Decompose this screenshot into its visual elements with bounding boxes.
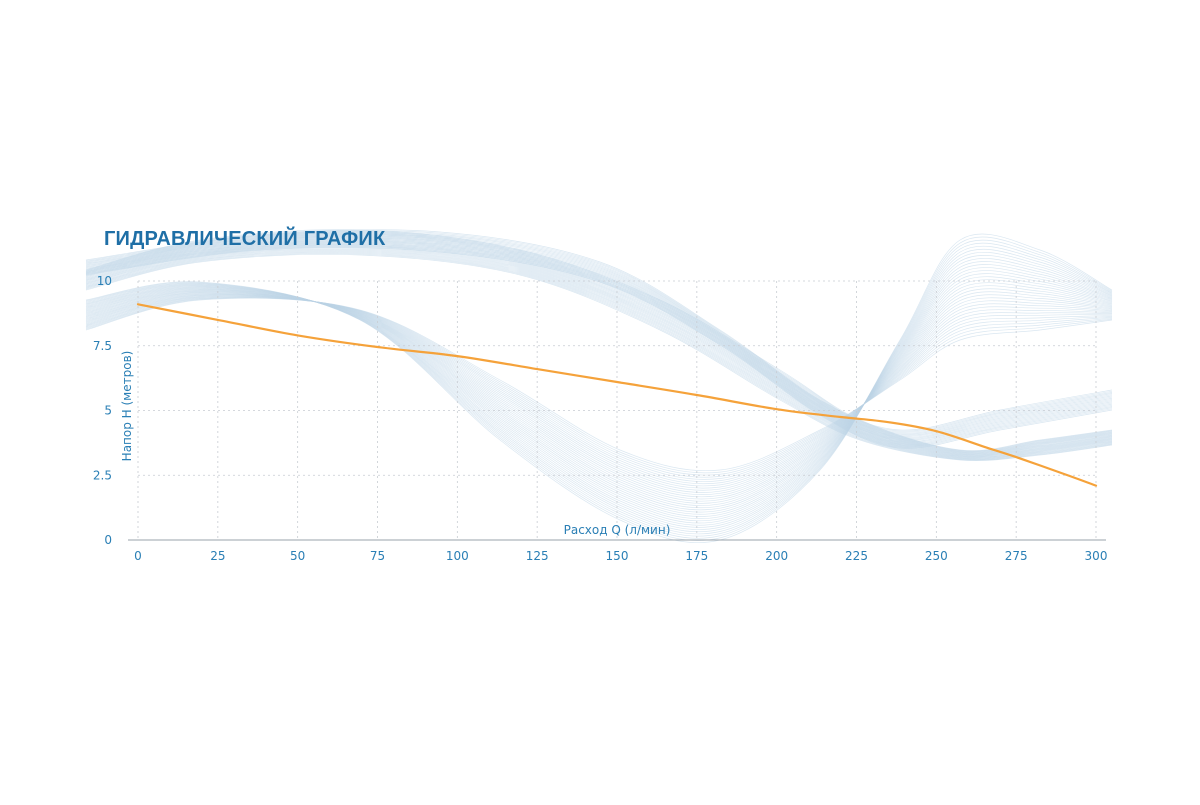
y-axis-label: Напор H (метров): [120, 351, 134, 462]
wave-ribbon-3: [85, 229, 1113, 449]
x-tick-label: 225: [845, 549, 868, 563]
series-layer: [136, 303, 1098, 487]
x-tick-label: 75: [370, 549, 385, 563]
wave-line: [85, 288, 1113, 504]
wave-line: [85, 239, 1113, 539]
x-tick-label: 200: [765, 549, 788, 563]
wave-line: [85, 236, 1113, 438]
y-tick-label: 10: [97, 274, 112, 288]
y-tick-label: 0: [104, 533, 112, 547]
wave-line: [85, 240, 1113, 456]
x-tick-label: 275: [1005, 549, 1028, 563]
y-tick-label: 2.5: [93, 468, 112, 482]
x-tick-label: 50: [290, 549, 305, 563]
wave-line: [85, 253, 1113, 462]
wave-line: [85, 233, 1113, 435]
x-tick-label: 25: [210, 549, 225, 563]
x-tick-label: 250: [925, 549, 948, 563]
wave-line: [85, 237, 1113, 439]
wave-line: [85, 232, 1113, 434]
wave-line: [85, 247, 1113, 449]
wave-line: [85, 238, 1113, 441]
wave-line: [85, 231, 1113, 452]
x-tick-label: 0: [134, 549, 142, 563]
wave-line: [85, 273, 1113, 515]
wave-line: [85, 276, 1113, 513]
wave-line: [85, 297, 1113, 472]
y-tick-label: 7.5: [93, 339, 112, 353]
wave-line: [85, 267, 1113, 520]
labels: 0 25 50 75 100 125 150 175 200 225 250 275 300 0 2.5 5 7…: [93, 274, 1108, 563]
wave-line: [85, 242, 1113, 444]
wave-line: [85, 229, 1113, 431]
wave-line: [85, 253, 1113, 461]
wave-line: [85, 236, 1113, 454]
wave-line: [85, 238, 1113, 455]
x-tick-label: 125: [526, 549, 549, 563]
x-tick-label: 100: [446, 549, 469, 563]
wave-line: [85, 248, 1113, 459]
y-tick-label: 5: [104, 404, 112, 418]
wave-line: [85, 241, 1113, 456]
wave-line: [85, 230, 1113, 432]
wave-line: [85, 252, 1113, 461]
wave-line: [85, 246, 1113, 448]
wave-line: [85, 285, 1113, 506]
x-tick-label: 300: [1085, 549, 1108, 563]
wave-line: [85, 239, 1113, 442]
wave-line: [85, 250, 1113, 460]
wave-line: [85, 235, 1113, 437]
wave-line: [85, 251, 1113, 460]
wave-line: [85, 241, 1113, 443]
chart-title: ГИДРАВЛИЧЕСКИЙ ГРАФИК: [104, 228, 386, 250]
wave-ribbon-1: [85, 233, 1113, 544]
wave-line: [85, 264, 1113, 522]
wave-line: [85, 239, 1113, 455]
wave-line: [85, 249, 1113, 459]
series-line: [136, 303, 1098, 487]
wave-line: [85, 231, 1113, 433]
x-tick-label: 175: [685, 549, 708, 563]
grid: [137, 280, 1097, 541]
x-axis-label: Расход Q (л/мин): [564, 523, 671, 537]
wave-line: [85, 245, 1113, 447]
wave-line: [85, 234, 1113, 436]
x-tick-label: 150: [606, 549, 629, 563]
decorative-wave-background: [85, 229, 1113, 544]
